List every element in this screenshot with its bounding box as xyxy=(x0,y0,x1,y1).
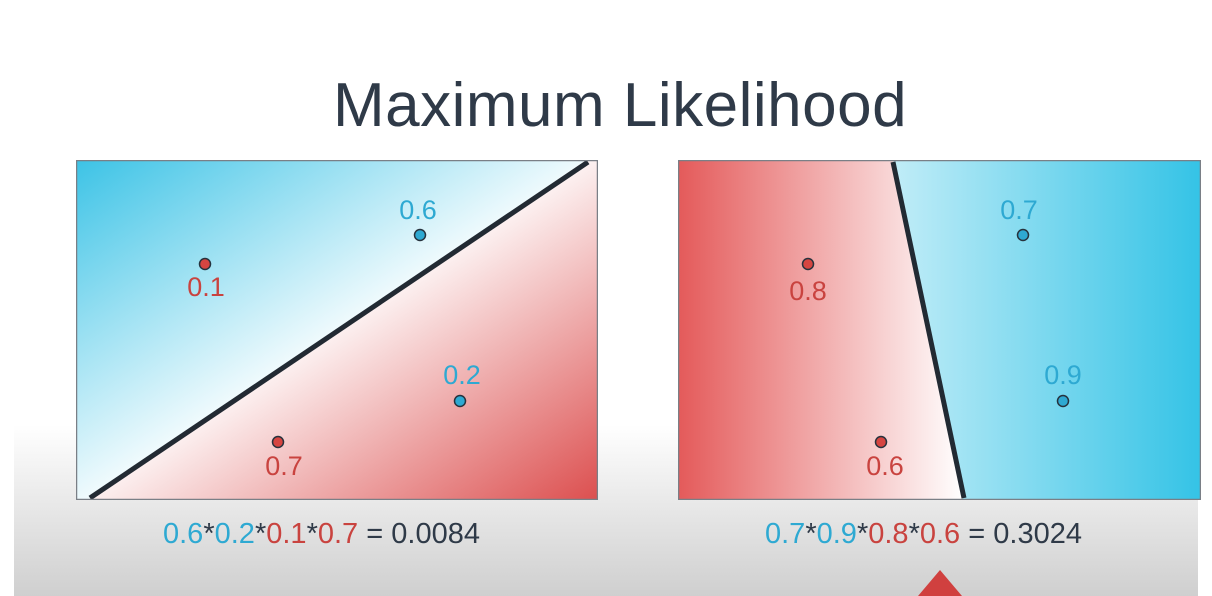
boundary-line xyxy=(88,160,590,500)
equation-term: 0.6 xyxy=(163,518,204,550)
equation-term: 0.2 xyxy=(214,518,255,550)
red-region xyxy=(678,160,963,500)
equation-result: = 0.0084 xyxy=(366,518,480,550)
left-panel-graphic: 0.6 0.1 0.2 0.7 xyxy=(76,160,598,500)
point-label: 0.6 xyxy=(866,451,904,481)
point-red-0.7 xyxy=(271,435,285,449)
equation-result: = 0.3024 xyxy=(968,518,1082,550)
right-equation: 0.7*0.9*0.8*0.6 = 0.3024 xyxy=(765,518,1082,551)
point-blue-0.2 xyxy=(453,394,467,408)
equation-term: 0.7 xyxy=(765,518,806,550)
point-label: 0.2 xyxy=(443,360,481,390)
point-label: 0.7 xyxy=(265,451,303,481)
equation-term: 0.1 xyxy=(266,518,307,550)
point-red-0.6 xyxy=(874,435,888,449)
multiply-sign: * xyxy=(203,518,215,550)
multiply-sign: * xyxy=(306,518,318,550)
blue-region xyxy=(76,160,586,500)
panel-border xyxy=(678,160,1201,500)
equation-term: 0.8 xyxy=(868,518,909,550)
equation-term: 0.9 xyxy=(816,518,857,550)
point-label: 0.1 xyxy=(187,272,225,302)
point-label: 0.7 xyxy=(1000,195,1038,225)
multiply-sign: * xyxy=(908,518,920,550)
point-label: 0.8 xyxy=(789,276,827,306)
equation-term: 0.7 xyxy=(317,518,359,550)
point-red-0.8 xyxy=(801,257,815,271)
point-blue-0.9 xyxy=(1056,394,1070,408)
multiply-sign: * xyxy=(254,518,267,550)
point-blue-0.7 xyxy=(1016,228,1030,242)
triangle-marker-icon xyxy=(918,570,962,596)
panel-border xyxy=(76,160,598,500)
right-panel: 0.7 0.8 0.9 0.6 xyxy=(678,160,1201,500)
multiply-sign: * xyxy=(805,518,817,550)
page-title: Maximum Likelihood xyxy=(332,71,908,140)
point-label: 0.9 xyxy=(1044,360,1082,390)
left-panel: 0.6 0.1 0.2 0.7 xyxy=(76,160,598,500)
point-label: 0.6 xyxy=(399,195,437,225)
boundary-line xyxy=(890,161,967,499)
equation-term: 0.6 xyxy=(919,518,961,550)
left-equation: 0.6*0.2*0.1*0.7 = 0.0084 xyxy=(163,518,480,551)
right-panel-graphic: 0.7 0.8 0.9 0.6 xyxy=(678,160,1201,500)
point-red-0.1 xyxy=(198,257,212,271)
point-blue-0.6 xyxy=(413,228,427,242)
multiply-sign: * xyxy=(856,518,869,550)
